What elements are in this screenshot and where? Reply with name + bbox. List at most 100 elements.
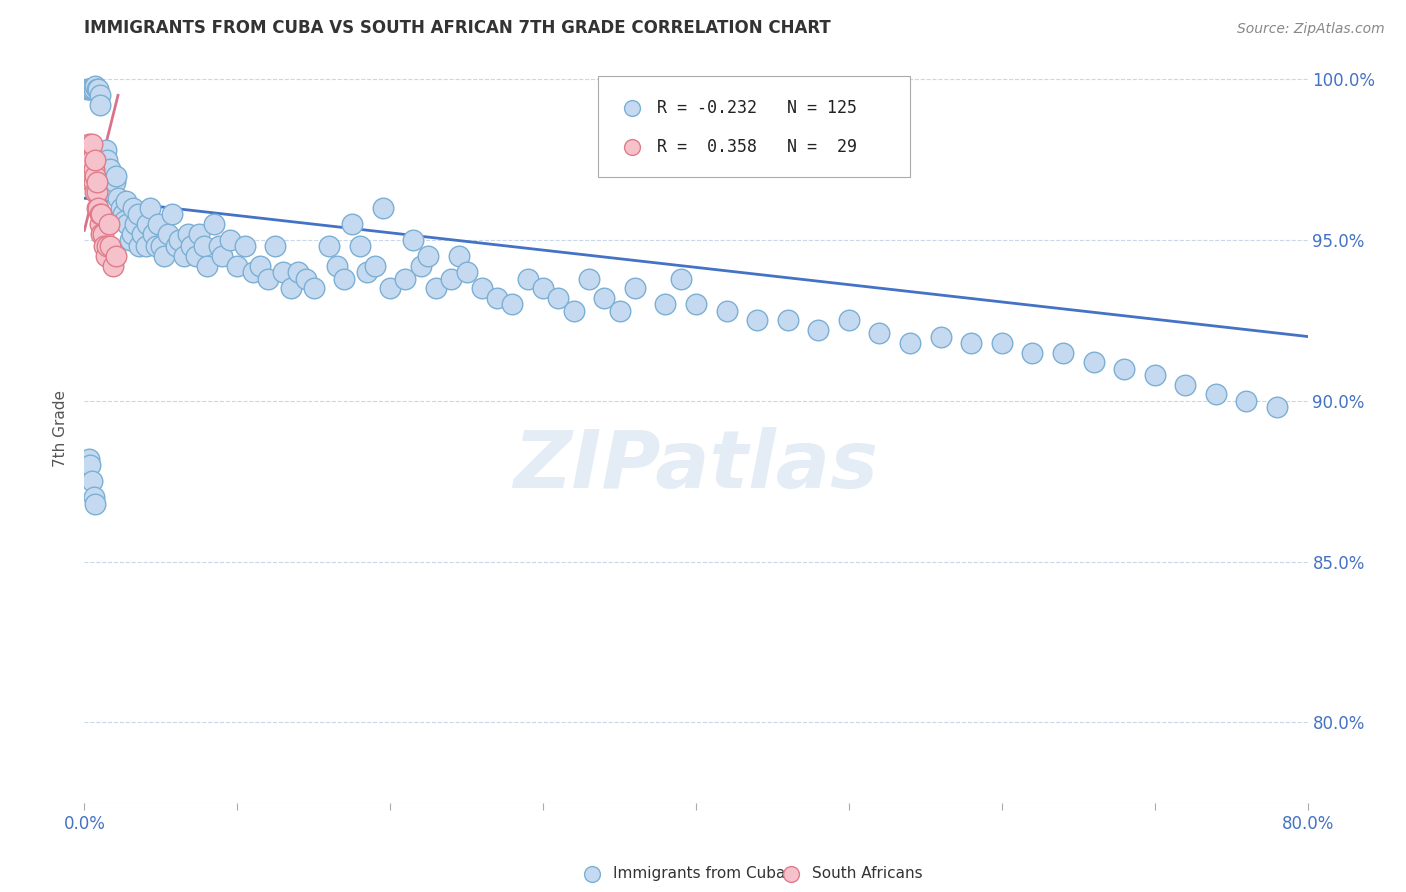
Point xyxy=(1114,361,1136,376)
Point xyxy=(86,175,108,189)
Point xyxy=(609,303,631,318)
Point xyxy=(440,271,463,285)
Point xyxy=(1143,368,1166,383)
Point xyxy=(807,323,830,337)
Point xyxy=(960,335,983,350)
Point xyxy=(84,185,107,199)
Point xyxy=(654,297,676,311)
Point xyxy=(98,162,121,177)
Point xyxy=(295,271,318,285)
Point xyxy=(349,239,371,253)
Point xyxy=(1205,387,1227,401)
Point xyxy=(578,271,600,285)
Y-axis label: 7th Grade: 7th Grade xyxy=(53,390,69,467)
Point xyxy=(356,265,378,279)
Point xyxy=(257,271,280,285)
Point xyxy=(502,297,524,311)
Point xyxy=(325,259,347,273)
Point xyxy=(79,153,101,167)
Point xyxy=(103,259,125,273)
Point xyxy=(716,303,738,318)
Point xyxy=(242,265,264,279)
Point xyxy=(86,201,108,215)
Point xyxy=(105,169,128,183)
Point xyxy=(929,329,952,343)
Point xyxy=(145,239,167,253)
Point xyxy=(84,78,107,93)
Point xyxy=(83,162,105,177)
Point xyxy=(547,291,569,305)
Point xyxy=(302,281,325,295)
Point xyxy=(80,474,103,488)
Point xyxy=(97,217,120,231)
Point xyxy=(111,207,134,221)
Point xyxy=(333,271,356,285)
Point xyxy=(91,227,114,241)
Point xyxy=(101,175,124,189)
Point xyxy=(96,165,118,179)
Point xyxy=(94,143,117,157)
Text: R =  0.358   N =  29: R = 0.358 N = 29 xyxy=(657,138,856,156)
Point xyxy=(409,259,432,273)
Point xyxy=(1083,355,1105,369)
Point xyxy=(131,227,153,241)
FancyBboxPatch shape xyxy=(598,76,910,178)
Point xyxy=(124,217,146,231)
Point xyxy=(685,297,707,311)
Point xyxy=(120,233,142,247)
Point xyxy=(146,217,169,231)
Point xyxy=(208,239,231,253)
Point xyxy=(180,239,202,253)
Point xyxy=(107,191,129,205)
Point xyxy=(402,233,425,247)
Text: IMMIGRANTS FROM CUBA VS SOUTH AFRICAN 7TH GRADE CORRELATION CHART: IMMIGRANTS FROM CUBA VS SOUTH AFRICAN 7T… xyxy=(84,19,831,37)
Point xyxy=(114,194,136,209)
Point xyxy=(531,281,554,295)
Point xyxy=(91,162,114,177)
Point xyxy=(195,259,218,273)
Point xyxy=(80,153,103,167)
Point xyxy=(758,307,780,321)
Point xyxy=(838,313,860,327)
Point xyxy=(193,239,215,253)
Point xyxy=(121,227,143,241)
Point xyxy=(80,82,103,96)
Point xyxy=(758,474,780,488)
Point xyxy=(188,227,211,241)
Point xyxy=(93,239,115,253)
Point xyxy=(593,291,616,305)
Point xyxy=(776,313,799,327)
Point xyxy=(77,136,100,151)
Point xyxy=(1174,377,1197,392)
Point xyxy=(380,281,402,295)
Point xyxy=(89,88,111,103)
Point xyxy=(364,259,387,273)
Point xyxy=(105,249,128,263)
Point xyxy=(77,153,100,167)
Point xyxy=(869,326,891,341)
Point xyxy=(456,265,478,279)
Point xyxy=(340,217,363,231)
Point xyxy=(371,201,394,215)
Point xyxy=(136,217,159,231)
Point xyxy=(89,217,111,231)
Point xyxy=(173,249,195,263)
Point xyxy=(211,249,233,263)
Point xyxy=(90,153,112,167)
Point xyxy=(447,249,470,263)
Point xyxy=(165,239,187,253)
Point xyxy=(112,213,135,227)
Point xyxy=(77,82,100,96)
Point xyxy=(1021,345,1043,359)
Point xyxy=(280,281,302,295)
Point xyxy=(516,271,538,285)
Point xyxy=(184,249,207,263)
Point xyxy=(1265,401,1288,415)
Point xyxy=(79,458,101,472)
Point xyxy=(167,233,190,247)
Point xyxy=(90,207,112,221)
Text: R = -0.232   N = 125: R = -0.232 N = 125 xyxy=(657,99,856,117)
Point xyxy=(747,313,769,327)
Point xyxy=(77,451,100,466)
Point xyxy=(128,239,150,253)
